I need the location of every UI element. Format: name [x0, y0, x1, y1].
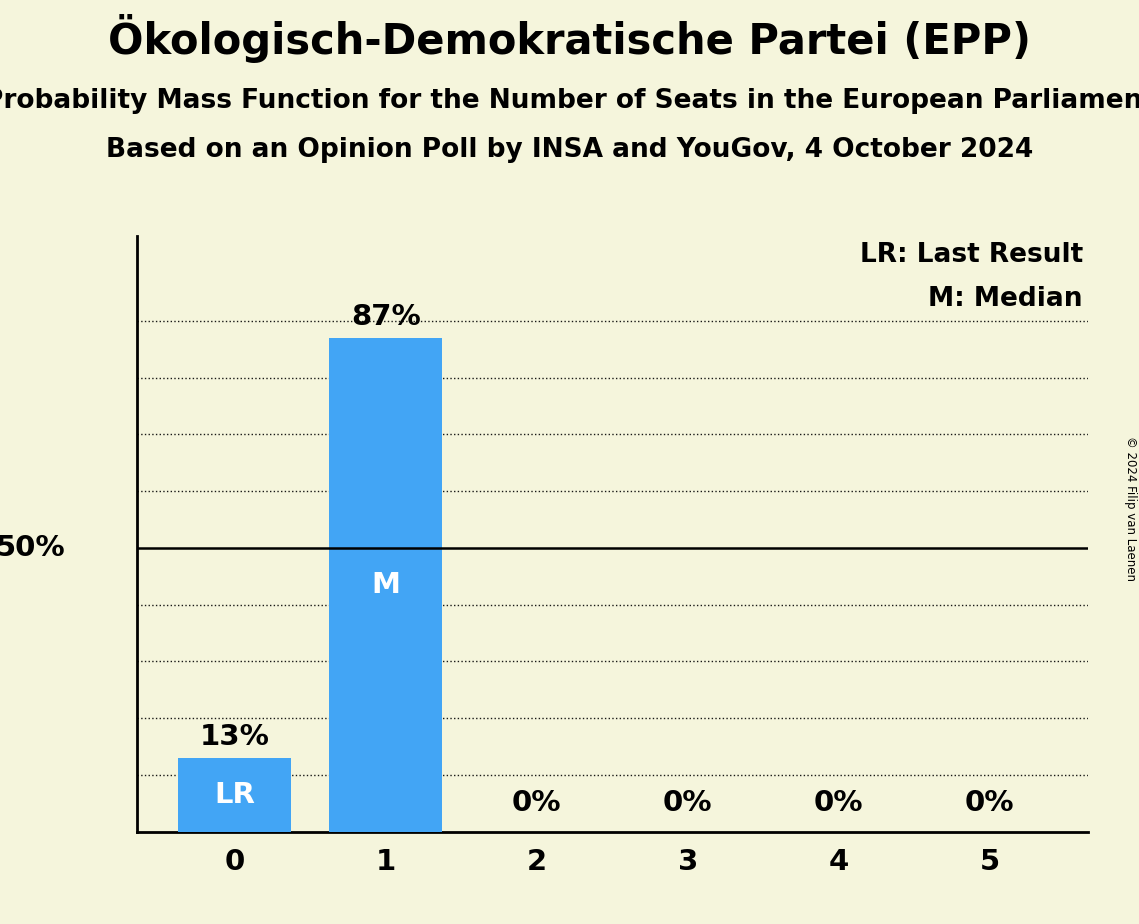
Text: Probability Mass Function for the Number of Seats in the European Parliament: Probability Mass Function for the Number… — [0, 88, 1139, 114]
Text: M: M — [371, 571, 400, 599]
Text: 0%: 0% — [663, 789, 712, 818]
Text: © 2024 Filip van Laenen: © 2024 Filip van Laenen — [1124, 436, 1137, 580]
Text: Based on an Opinion Poll by INSA and YouGov, 4 October 2024: Based on an Opinion Poll by INSA and You… — [106, 137, 1033, 163]
Text: 50%: 50% — [0, 534, 65, 562]
Text: 0%: 0% — [513, 789, 562, 818]
Text: 0%: 0% — [814, 789, 863, 818]
Text: LR: LR — [214, 781, 255, 808]
Text: LR: Last Result: LR: Last Result — [860, 241, 1083, 268]
Text: M: Median: M: Median — [928, 286, 1083, 312]
Text: Ökologisch-Demokratische Partei (EPP): Ökologisch-Demokratische Partei (EPP) — [108, 14, 1031, 63]
Text: 87%: 87% — [351, 303, 420, 331]
Text: 13%: 13% — [199, 723, 270, 751]
Text: 0%: 0% — [965, 789, 1015, 818]
Bar — [178, 758, 292, 832]
Bar — [329, 338, 442, 832]
